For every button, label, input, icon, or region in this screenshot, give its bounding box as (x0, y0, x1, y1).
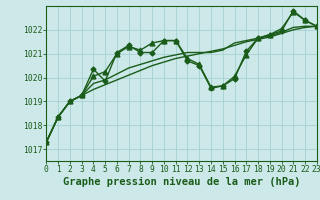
X-axis label: Graphe pression niveau de la mer (hPa): Graphe pression niveau de la mer (hPa) (63, 177, 300, 187)
